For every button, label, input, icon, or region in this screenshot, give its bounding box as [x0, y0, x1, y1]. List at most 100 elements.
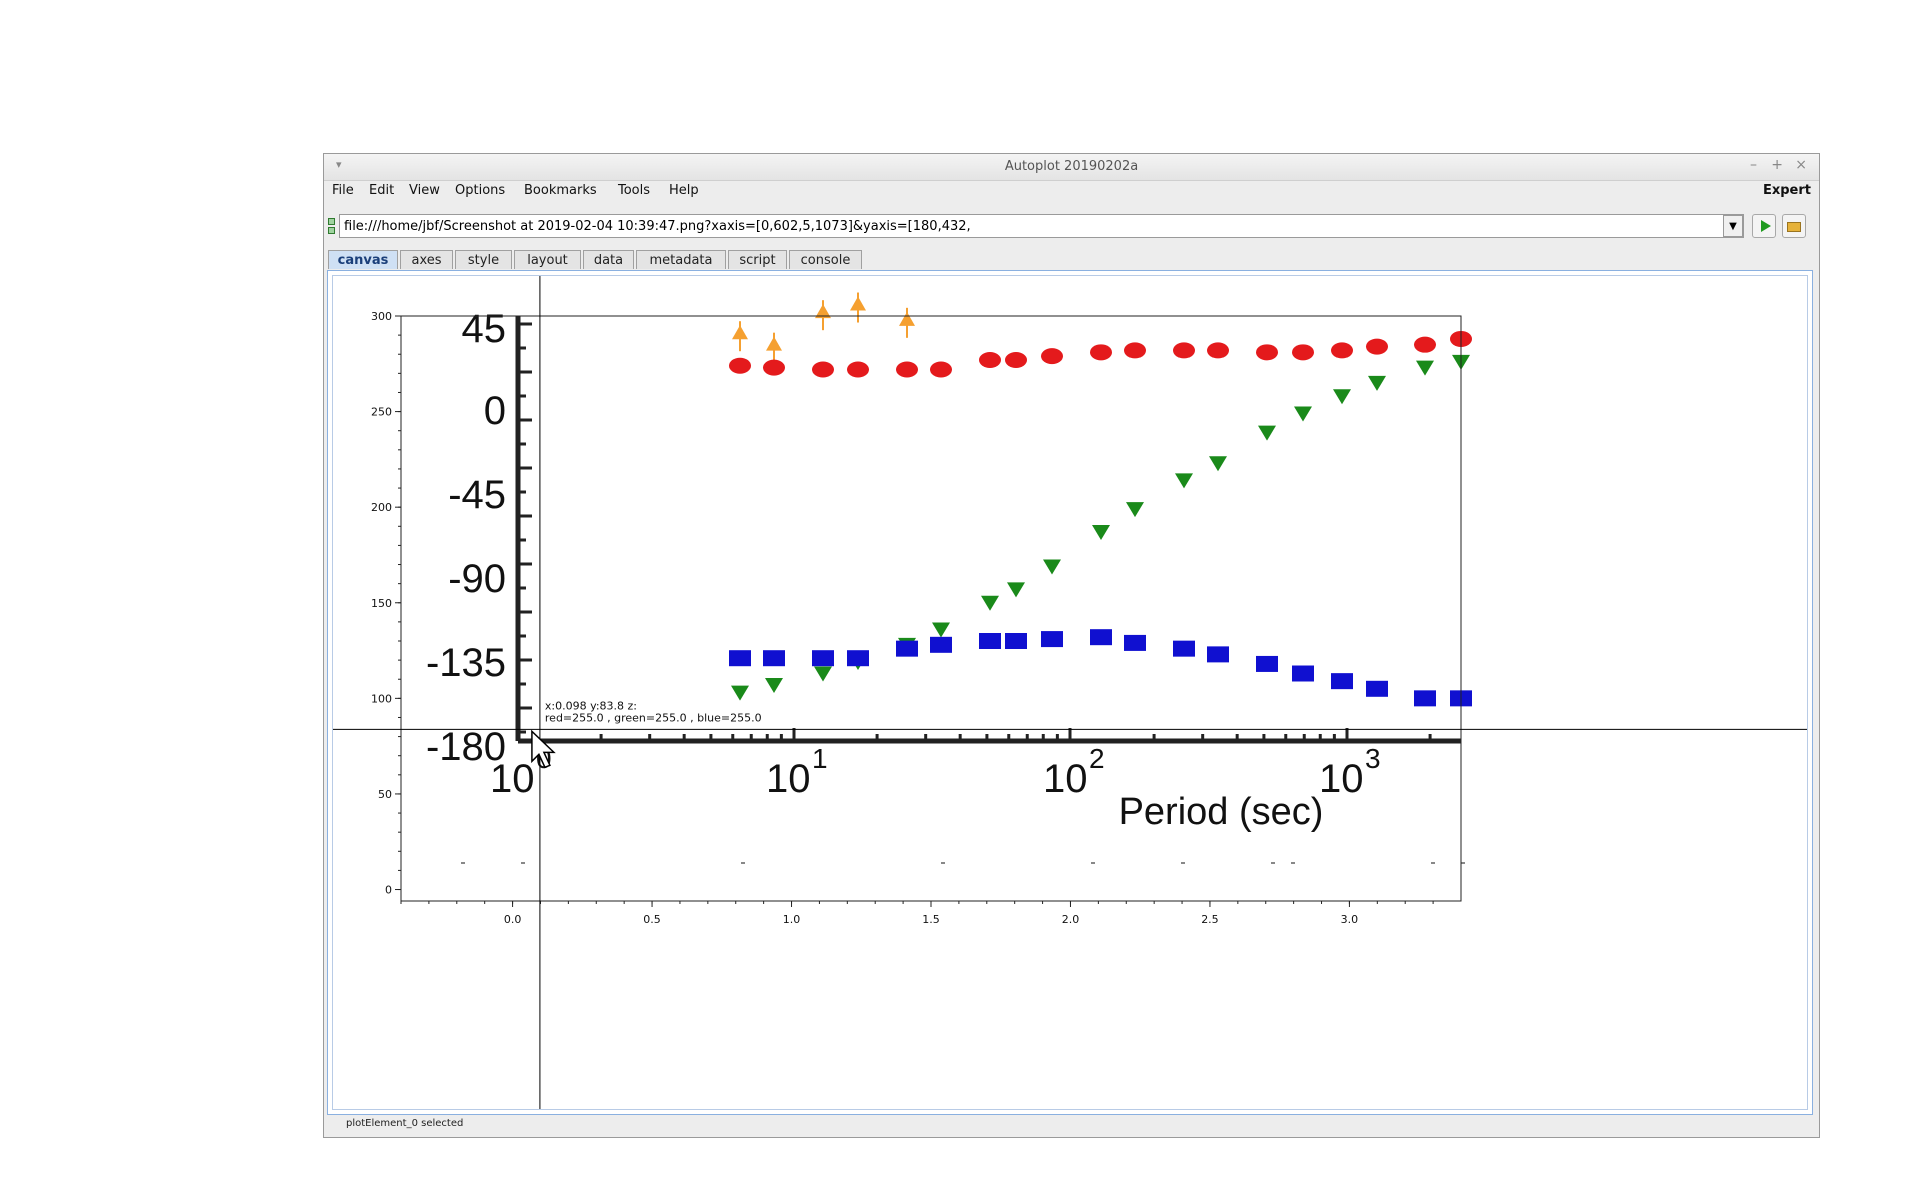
blue-marker	[1090, 629, 1112, 646]
menu-tools[interactable]: Tools	[618, 183, 651, 198]
image-x-label-exponent: 1	[812, 743, 828, 774]
url-history-dropdown[interactable]: ▼	[1723, 215, 1743, 237]
green-marker	[731, 685, 749, 701]
red-marker	[979, 351, 1001, 368]
tab-data[interactable]: data	[583, 250, 634, 269]
title-bar: ▾ Autoplot 20190202a – + ×	[324, 154, 1819, 181]
blue-marker	[1331, 673, 1353, 690]
menu-options[interactable]: Options	[455, 183, 506, 198]
tab-script[interactable]: script	[728, 250, 787, 269]
x-tick-label: 3.0	[1341, 913, 1359, 926]
tab-axes[interactable]: axes	[400, 250, 453, 269]
green-marker	[765, 677, 783, 693]
red-marker	[1005, 351, 1027, 368]
blue-marker	[1173, 640, 1195, 657]
blue-marker	[812, 650, 834, 667]
y-tick-label: 0	[385, 884, 392, 897]
green-marker	[1007, 582, 1025, 598]
image-y-label: -45	[448, 473, 506, 517]
blue-marker	[847, 650, 869, 667]
tab-canvas[interactable]: canvas	[328, 250, 398, 269]
menu-file[interactable]: File	[332, 183, 354, 198]
red-marker	[812, 361, 834, 378]
image-x-label: 10	[766, 757, 811, 801]
green-marker	[1258, 425, 1276, 441]
url-row: ▼	[324, 212, 1819, 240]
close-icon[interactable]: ×	[1795, 157, 1807, 173]
x-tick-label: 2.5	[1201, 913, 1219, 926]
green-marker	[1416, 360, 1434, 376]
blue-marker	[1256, 655, 1278, 672]
green-marker	[1209, 456, 1227, 472]
url-field-box	[339, 214, 1744, 238]
image-x-label-exponent: 3	[1365, 743, 1381, 774]
y-tick-label: 250	[371, 406, 392, 419]
y-tick-label: 300	[371, 310, 392, 323]
open-file-button[interactable]	[1782, 214, 1806, 238]
red-marker	[1041, 348, 1063, 365]
menu-view[interactable]: View	[409, 183, 440, 198]
blue-marker	[1041, 631, 1063, 648]
y-tick-label: 200	[371, 501, 392, 514]
red-marker	[930, 361, 952, 378]
expert-label[interactable]: Expert	[1762, 183, 1811, 198]
crosshair-readout-xy: x:0.098 y:83.8 z:	[545, 699, 637, 712]
green-marker	[1333, 389, 1351, 405]
canvas-panel: 450-45-90-135-180100101102103Period (sec…	[327, 270, 1813, 1115]
folder-icon	[1787, 222, 1801, 232]
image-y-label: -180	[426, 725, 506, 769]
red-marker	[1124, 342, 1146, 359]
blue-marker	[930, 636, 952, 653]
red-marker	[1173, 342, 1195, 359]
app-window: ▾ Autoplot 20190202a – + × File Edit Vie…	[323, 153, 1820, 1138]
data-source-icon	[328, 218, 335, 234]
blue-marker	[763, 650, 785, 667]
image-x-label-exponent: 2	[1089, 743, 1105, 774]
red-marker	[1366, 338, 1388, 355]
blue-marker	[979, 633, 1001, 649]
green-marker	[1043, 559, 1061, 575]
y-tick-label: 150	[371, 597, 392, 610]
image-y-label: -90	[448, 557, 506, 601]
status-text: plotElement_0 selected	[346, 1118, 464, 1129]
blue-marker	[1292, 665, 1314, 682]
red-marker	[729, 357, 751, 374]
menu-edit[interactable]: Edit	[369, 183, 395, 198]
minimize-icon[interactable]: –	[1750, 157, 1757, 173]
green-marker	[1175, 473, 1193, 489]
canvas-area[interactable]: 450-45-90-135-180100101102103Period (sec…	[332, 275, 1808, 1110]
tab-metadata[interactable]: metadata	[636, 250, 726, 269]
orange-marker	[732, 325, 748, 340]
x-tick-label: 2.0	[1062, 913, 1080, 926]
x-tick-label: 1.0	[783, 913, 801, 926]
image-y-label: 45	[462, 307, 507, 351]
image-x-axis-title: Period (sec)	[1119, 791, 1324, 833]
tab-console[interactable]: console	[789, 250, 862, 269]
menu-help[interactable]: Help	[669, 183, 699, 198]
url-input[interactable]	[340, 215, 1743, 237]
green-marker	[1092, 525, 1110, 541]
y-tick-label: 50	[378, 788, 392, 801]
window-menu-icon[interactable]: ▾	[336, 158, 342, 171]
tab-style[interactable]: style	[455, 250, 512, 269]
blue-marker	[1366, 680, 1388, 697]
red-marker	[847, 361, 869, 378]
orange-marker	[850, 296, 866, 311]
green-marker	[1368, 375, 1386, 391]
image-x-label: 10	[1043, 757, 1088, 801]
menu-bookmarks[interactable]: Bookmarks	[524, 183, 597, 198]
go-button[interactable]	[1752, 214, 1776, 238]
orange-marker	[899, 311, 915, 326]
tab-layout[interactable]: layout	[514, 250, 581, 269]
crosshair-readout-rgb: red=255.0 , green=255.0 , blue=255.0	[545, 711, 762, 724]
red-marker	[1090, 344, 1112, 361]
green-marker	[932, 622, 950, 638]
red-marker	[1331, 342, 1353, 359]
green-marker	[981, 595, 999, 611]
window-title: Autoplot 20190202a	[1004, 159, 1139, 174]
maximize-icon[interactable]: +	[1771, 157, 1783, 173]
blue-marker	[729, 650, 751, 667]
image-x-label: 10	[490, 757, 535, 801]
image-y-label: 0	[484, 389, 506, 433]
plot-svg[interactable]: 450-45-90-135-180100101102103Period (sec…	[333, 276, 1808, 1110]
